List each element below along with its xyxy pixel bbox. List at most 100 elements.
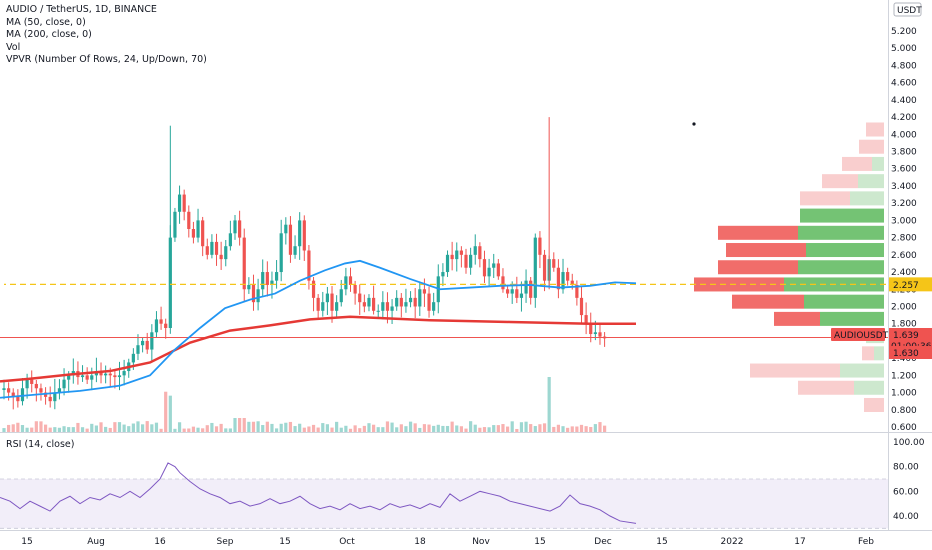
date-tick-label: Nov: [472, 537, 490, 547]
rsi-line: [0, 462, 637, 524]
volume-bar: [422, 424, 427, 432]
candle-body: [224, 246, 228, 260]
candle-body: [418, 289, 422, 307]
volume-bar: [399, 424, 403, 432]
volume-bar: [381, 427, 385, 432]
volume-bars: [2, 377, 607, 432]
candle-body: [30, 379, 34, 384]
volume-bar: [395, 427, 399, 432]
candle-body: [505, 289, 510, 294]
volume-bar: [316, 427, 320, 432]
volume-bar: [432, 425, 436, 432]
price-tick-label: 1.800: [891, 320, 917, 330]
last-price-label: 1.639: [893, 331, 919, 341]
vpvr-down-bar: [862, 346, 874, 361]
volume-bar: [445, 425, 450, 432]
candle-body: [579, 297, 584, 316]
volume-bar: [261, 425, 265, 432]
candle-body: [358, 293, 362, 303]
volume-bar: [219, 423, 223, 432]
volume-bar: [579, 424, 584, 432]
legend-symbol[interactable]: AUDIO / TetherUS, 1D, BINANCE: [6, 4, 157, 15]
volume-bar: [214, 426, 219, 432]
rsi-legend[interactable]: RSI (14, close): [6, 439, 75, 450]
volume-bar: [288, 421, 293, 432]
candle-body: [7, 388, 11, 393]
volume-bar: [589, 426, 593, 432]
candle-body: [34, 383, 38, 389]
vpvr-down-bar: [859, 139, 884, 154]
volume-bar: [542, 423, 547, 432]
candle-body: [219, 254, 223, 260]
volume-bar: [566, 427, 570, 432]
date-tick-label: 15: [534, 537, 545, 547]
candle-body: [367, 297, 371, 307]
date-axis[interactable]: 15 Aug 16 Sep 15 Oct 18 Nov 15 Dec 15 2022 17 Feb: [21, 537, 874, 547]
candle-body: [529, 280, 533, 298]
price-tick-label: 0.600: [891, 423, 917, 433]
candle-body: [233, 220, 237, 234]
low-tag: [889, 346, 932, 359]
volume-bar: [593, 424, 597, 432]
volume-bar: [321, 423, 325, 432]
vpvr-down-bar: [774, 311, 820, 326]
candle-body: [191, 229, 196, 238]
price-tick-label: 5.000: [891, 44, 917, 54]
volume-bar: [136, 421, 140, 432]
vpvr-down-bar: [800, 191, 850, 206]
volume-bar: [515, 428, 519, 432]
volume-bar: [127, 426, 131, 432]
candle-body: [302, 220, 306, 251]
volume-bar: [547, 377, 551, 432]
candle-body: [464, 254, 468, 268]
candle-body: [441, 272, 445, 277]
volume-bar: [233, 418, 237, 432]
volume-bar: [159, 428, 163, 432]
candle-body: [11, 392, 15, 397]
candle-body: [43, 392, 48, 397]
volume-bar: [270, 423, 274, 432]
candle-body: [450, 254, 454, 260]
candle-body: [20, 388, 25, 402]
price-tick-label: 4.000: [891, 130, 917, 140]
price-axis[interactable]: 5.200 5.000 4.800 4.600 4.400 4.200 4.000 3.800…: [891, 2, 925, 522]
volume-bar: [182, 428, 186, 432]
volume-bar: [293, 426, 297, 432]
candle-body: [390, 306, 394, 311]
candle-body: [372, 297, 376, 311]
legend-vpvr[interactable]: VPVR (Number Of Rows, 24, Up/Down, 70): [6, 54, 207, 65]
candle-body: [154, 319, 159, 333]
volume-bar: [376, 427, 380, 432]
date-tick-label: 17: [794, 537, 805, 547]
vpvr-up-bar: [858, 174, 884, 189]
vpvr-up-bar: [840, 363, 884, 378]
volume-bar: [538, 424, 542, 432]
legend-vol[interactable]: Vol: [6, 41, 21, 53]
candle-body: [298, 220, 302, 247]
volume-bar: [413, 423, 417, 432]
rsi-tick-label: 40.00: [893, 512, 919, 522]
volume-bar: [122, 424, 126, 432]
hline-marker: [0, 278, 4, 291]
candles: [2, 117, 607, 410]
candle-body: [182, 194, 186, 212]
candle-body: [445, 254, 450, 273]
candle-body: [408, 297, 413, 303]
volume-bar: [496, 425, 500, 432]
date-tick-label: 2022: [721, 537, 744, 547]
candle-body: [542, 254, 547, 281]
candle-body: [455, 250, 459, 260]
volume-bar: [344, 425, 348, 432]
volume-bar: [556, 424, 560, 432]
legend-ma50[interactable]: MA (50, close, 0): [6, 16, 86, 28]
candle-body: [487, 267, 491, 277]
rsi-line: [0, 462, 637, 524]
volume-bar: [164, 391, 168, 432]
volume-bar: [362, 425, 366, 432]
price-tick-label: 3.200: [891, 199, 917, 209]
price-tick-label: 2.600: [891, 251, 917, 261]
volume-bar: [510, 421, 514, 432]
legend-ma200[interactable]: MA (200, close, 0): [6, 29, 92, 40]
candle-body: [131, 353, 135, 363]
